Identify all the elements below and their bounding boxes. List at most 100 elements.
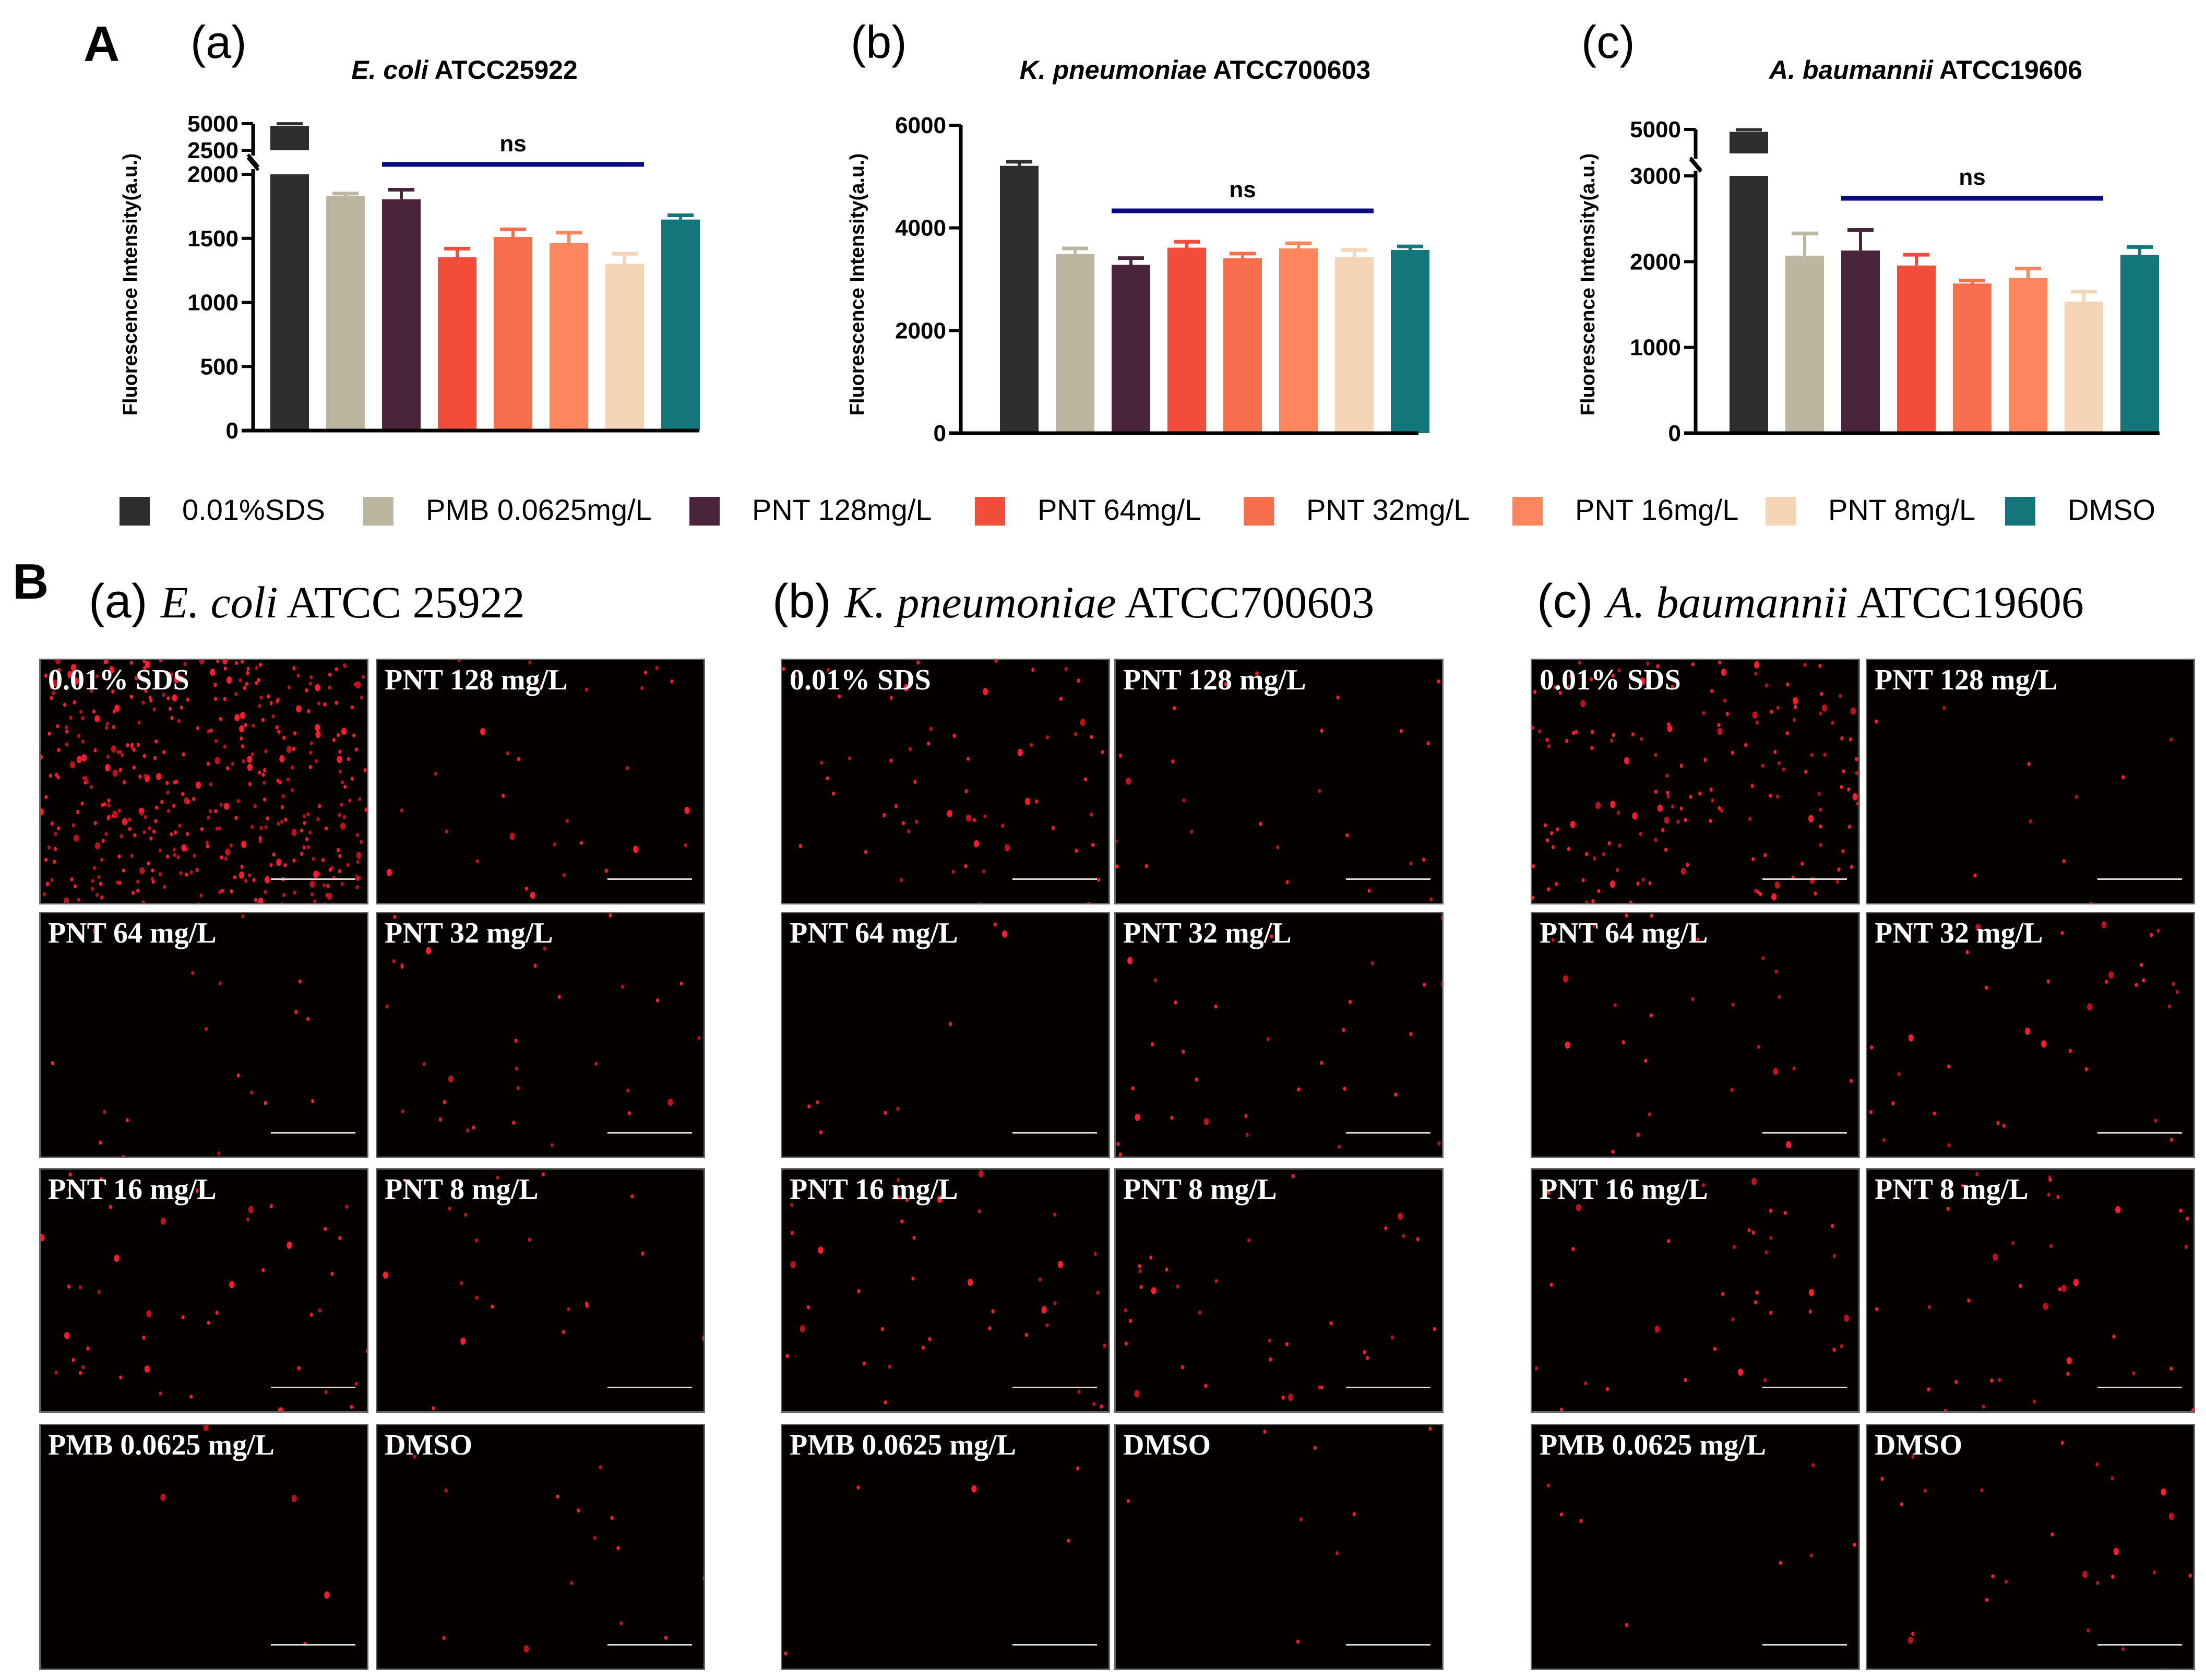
fluorescent-cell xyxy=(360,840,363,844)
fluorescent-cell xyxy=(644,670,648,675)
fluorescent-cell xyxy=(44,857,48,862)
fluorescent-cell xyxy=(168,707,172,711)
scale-bar xyxy=(2097,878,2182,880)
fluorescent-cell xyxy=(1602,852,1605,856)
fluorescent-cell xyxy=(205,1027,208,1031)
fluorescent-cell xyxy=(1875,1157,1878,1158)
fluorescent-cell xyxy=(1053,1301,1057,1305)
fluorescent-cell xyxy=(269,1204,273,1209)
fluorescent-cell xyxy=(180,705,183,710)
legend-swatch xyxy=(120,497,150,526)
fluorescent-cell xyxy=(1654,838,1658,842)
fluorescent-cell xyxy=(1416,1237,1420,1242)
fluorescent-cell xyxy=(346,863,350,867)
fluorescent-cell xyxy=(96,674,99,678)
fluorescent-cell xyxy=(1850,865,1853,869)
fluorescent-cell xyxy=(1030,743,1033,747)
species-name: A. baumannii xyxy=(1606,577,1849,627)
fluorescent-cell xyxy=(1993,1253,1998,1261)
fluorescent-cell xyxy=(340,881,344,886)
fluorescent-cell xyxy=(107,803,111,808)
fluorescent-cell xyxy=(509,832,515,840)
fluorescent-cell xyxy=(275,725,279,730)
fluorescent-cell xyxy=(240,711,245,719)
fluorescent-cell xyxy=(496,1175,499,1180)
fluorescent-cell xyxy=(210,669,216,676)
fluorescent-cell xyxy=(1731,1003,1735,1007)
fluorescent-cell xyxy=(1657,804,1663,812)
bar xyxy=(382,199,421,431)
fluorescent-cell xyxy=(557,995,561,999)
fluorescent-cell xyxy=(1124,1341,1128,1346)
fluorescent-cell xyxy=(1666,794,1670,799)
micrograph-label: PNT 16 mg/L xyxy=(790,1173,958,1206)
fluorescent-cell xyxy=(1244,1114,1248,1118)
fluorescent-cell xyxy=(142,830,146,835)
fluorescent-cell xyxy=(252,878,256,883)
fluorescent-cell xyxy=(277,730,281,734)
fluorescent-cell xyxy=(352,733,356,738)
fluorescent-cell xyxy=(2161,1488,2166,1496)
fluorescent-cell xyxy=(968,1279,973,1286)
fluorescent-cell xyxy=(1606,1387,1609,1391)
fluorescent-cell xyxy=(290,788,294,792)
fluorescence-micrograph: PNT 32 mg/L xyxy=(1866,912,2195,1158)
fluorescent-cell xyxy=(903,684,909,692)
fluorescent-cell xyxy=(1721,1292,1725,1296)
fluorescent-cell xyxy=(79,1371,82,1375)
fluorescent-cell xyxy=(1640,737,1643,742)
fluorescent-cell xyxy=(1702,711,1706,716)
fluorescent-cell xyxy=(241,744,245,748)
fluorescent-cell xyxy=(81,740,85,744)
fluorescent-cell xyxy=(1676,819,1680,824)
fluorescent-cell xyxy=(1276,845,1280,850)
fluorescent-cell xyxy=(100,1177,103,1182)
fluorescent-cell xyxy=(152,707,156,712)
fluorescent-cell xyxy=(1822,704,1828,712)
strain-name: ATCC 25922 xyxy=(278,577,525,627)
fluorescent-cell xyxy=(1835,879,1839,884)
y-tick-label: 0 xyxy=(934,421,946,446)
fluorescent-cell xyxy=(179,871,183,876)
fluorescent-cell xyxy=(670,679,674,684)
fluorescent-cell xyxy=(149,698,153,703)
fluorescent-cell xyxy=(570,1581,574,1586)
fluorescent-cell xyxy=(1831,1224,1834,1229)
fluorescent-cell xyxy=(343,664,347,669)
fluorescent-cell xyxy=(173,853,176,857)
micrograph-label: 0.01% SDS xyxy=(48,664,189,696)
fluorescent-cell xyxy=(2046,979,2050,984)
fluorescent-cell xyxy=(1648,881,1652,886)
fluorescent-cell xyxy=(162,693,165,697)
fluorescent-cell xyxy=(291,829,297,837)
fluorescent-cell xyxy=(316,817,320,821)
fluorescent-cell xyxy=(350,705,354,710)
fluorescent-cell xyxy=(1087,902,1090,903)
fluorescent-cell xyxy=(1597,889,1601,893)
fluorescent-cell xyxy=(1547,887,1551,892)
fluorescent-cell xyxy=(123,780,126,784)
fluorescent-cell xyxy=(1725,711,1729,716)
chart-title-b: K. pneumoniae ATCC700603 xyxy=(1020,55,1370,85)
fluorescent-cell xyxy=(128,817,132,822)
fluorescent-cell xyxy=(626,766,629,770)
fluorescent-cell xyxy=(899,878,903,883)
fluorescent-cell xyxy=(1182,798,1186,803)
scale-bar xyxy=(1012,878,1097,880)
fluorescent-cell xyxy=(464,1212,468,1217)
fluorescent-cell xyxy=(806,1305,810,1309)
fluorescent-cell xyxy=(220,855,223,860)
fluorescent-cell xyxy=(354,1381,358,1386)
fluorescent-cell xyxy=(1679,806,1683,811)
fluorescent-cell xyxy=(177,719,181,723)
fluorescent-cell xyxy=(1752,711,1758,719)
fluorescent-cell xyxy=(1555,881,1558,886)
fluorescent-cell xyxy=(249,1090,253,1095)
fluorescent-cell xyxy=(1422,857,1425,862)
fluorescent-cell xyxy=(206,844,209,849)
fluorescent-cell xyxy=(1182,1050,1185,1054)
fluorescent-cell xyxy=(1394,1092,1398,1097)
fluorescent-cell xyxy=(166,808,170,813)
fluorescent-cell xyxy=(1855,757,1858,761)
fluorescent-cell xyxy=(1640,677,1645,685)
